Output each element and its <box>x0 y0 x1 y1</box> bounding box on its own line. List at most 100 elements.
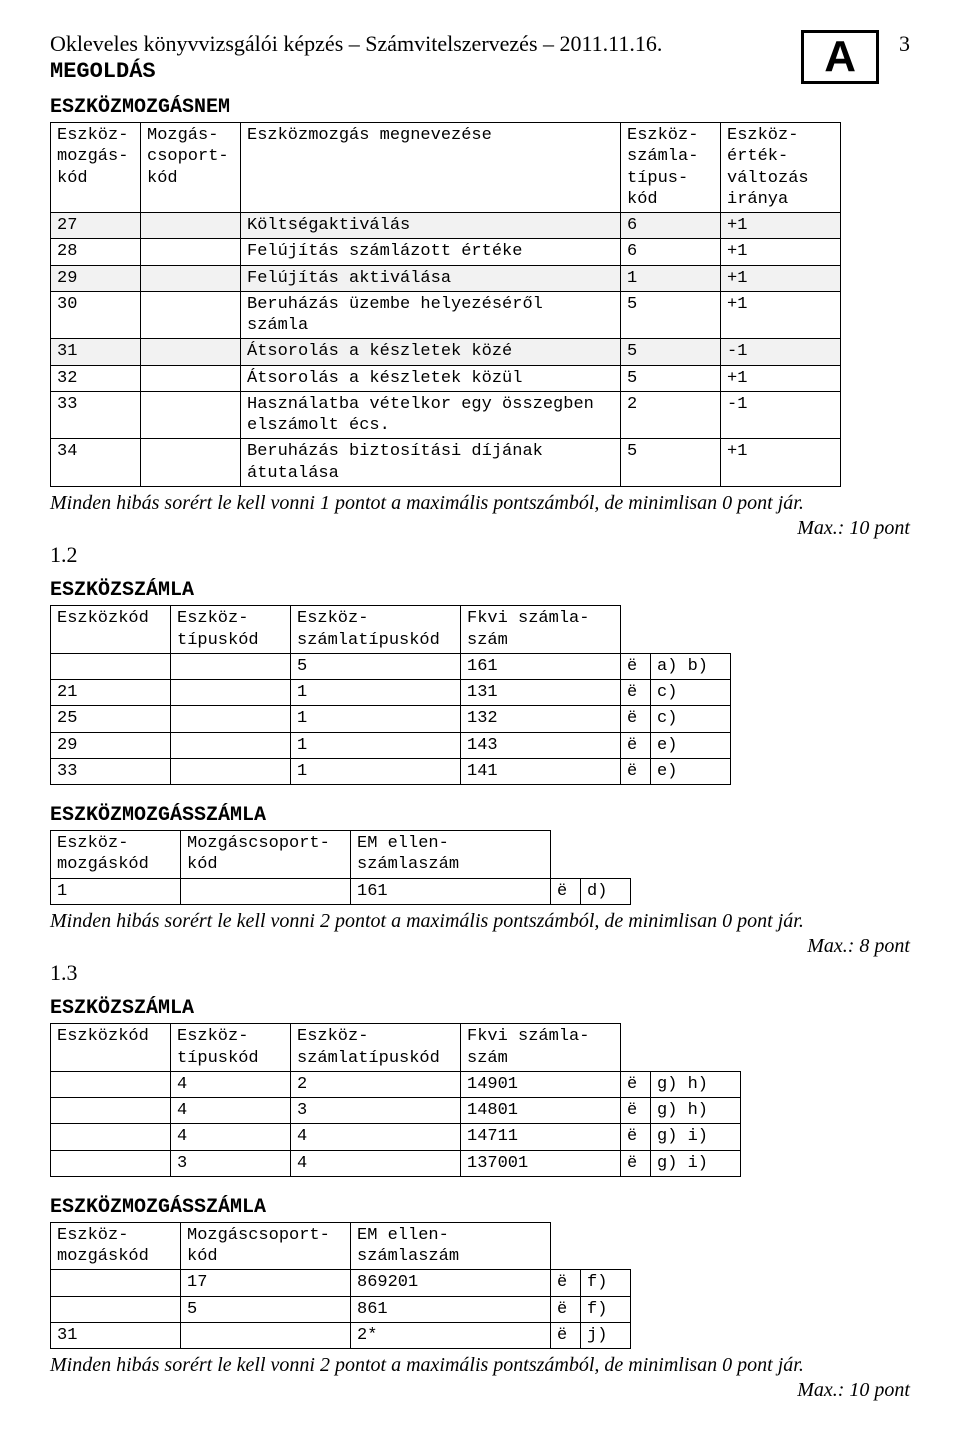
t5-h1: Mozgáscsoport-kód <box>181 1222 351 1270</box>
t4-c: ë <box>621 1071 651 1097</box>
t2-title: ESZKÖZSZÁMLA <box>50 578 910 603</box>
t4-c: ë <box>621 1150 651 1176</box>
t2-h0: Eszközkód <box>51 606 171 654</box>
t3-c: d) <box>581 878 631 904</box>
doc-title: Okleveles könyvvizsgálói képzés – Számvi… <box>50 30 787 58</box>
t1-c: +1 <box>721 213 841 239</box>
t3-note: Minden hibás sorért le kell vonni 2 pont… <box>50 909 910 934</box>
t2-c: 1 <box>291 732 461 758</box>
t4-c: 3 <box>171 1150 291 1176</box>
t1-c: 5 <box>621 365 721 391</box>
t1-c: 32 <box>51 365 141 391</box>
t1-row: 31Átsorolás a készletek közé5-1 <box>51 339 841 365</box>
t1-c: -1 <box>721 339 841 365</box>
t4-c: g) i) <box>651 1124 741 1150</box>
t1-c <box>141 365 241 391</box>
t3-c: 161 <box>351 878 551 904</box>
t2-c: 132 <box>461 706 621 732</box>
t4-c: g) h) <box>651 1098 741 1124</box>
t4-c: 4 <box>171 1124 291 1150</box>
t2-c: 161 <box>461 653 621 679</box>
t4-c <box>51 1124 171 1150</box>
t2-c: ë <box>621 680 651 706</box>
t3-h2: EM ellen-számlaszám <box>351 831 551 879</box>
t5-c: f) <box>581 1296 631 1322</box>
t1-c: Átsorolás a készletek közé <box>241 339 621 365</box>
t1-c: Költségaktiválás <box>241 213 621 239</box>
t5-h0: Eszköz-mozgáskód <box>51 1222 181 1270</box>
t3-c: ë <box>551 878 581 904</box>
t1-header-row: Eszköz-mozgás-kód Mozgás-csoport-kód Esz… <box>51 123 841 213</box>
t5-c: ë <box>551 1270 581 1296</box>
t1-c: 6 <box>621 239 721 265</box>
t5-header-row: Eszköz-mozgáskód Mozgáscsoport-kód EM el… <box>51 1222 631 1270</box>
t4-h1: Eszköz-típuskód <box>171 1024 291 1072</box>
t4-row: 4414711ëg) i) <box>51 1124 741 1150</box>
t2-h3: Fkvi számla-szám <box>461 606 621 654</box>
t5-row: 5861ëf) <box>51 1296 631 1322</box>
t2-c <box>51 653 171 679</box>
t1-c: 29 <box>51 265 141 291</box>
t4-c: 4 <box>291 1124 461 1150</box>
t4-c: 3 <box>291 1098 461 1124</box>
t3-row: 1 161ëd) <box>51 878 631 904</box>
t4-h0: Eszközkód <box>51 1024 171 1072</box>
t5-c: f) <box>581 1270 631 1296</box>
t4-c: 4 <box>171 1071 291 1097</box>
t1-c: 5 <box>621 439 721 487</box>
t4-title: ESZKÖZSZÁMLA <box>50 996 910 1021</box>
t4-c: g) i) <box>651 1150 741 1176</box>
t4-c: g) h) <box>651 1071 741 1097</box>
t3-title: ESZKÖZMOZGÁSSZÁMLA <box>50 803 910 828</box>
t5-c: j) <box>581 1322 631 1348</box>
t4-c <box>51 1150 171 1176</box>
t2-c: a) b) <box>651 653 731 679</box>
t1-c: Használatba vételkor egy összegben elszá… <box>241 391 621 439</box>
t1-c: 6 <box>621 213 721 239</box>
t2-c: ë <box>621 653 651 679</box>
page-header: Okleveles könyvvizsgálói képzés – Számvi… <box>50 30 910 85</box>
t3-c: 1 <box>51 878 181 904</box>
t2-c: 1 <box>291 706 461 732</box>
page-number: 3 <box>899 30 910 58</box>
t1-max: Max.: 10 pont <box>50 516 910 541</box>
t1-c: +1 <box>721 439 841 487</box>
t1-row: 33 Használatba vételkor egy összegben els… <box>51 391 841 439</box>
t1-c <box>141 339 241 365</box>
t5-c <box>51 1270 181 1296</box>
t1-c: +1 <box>721 239 841 265</box>
t2-secnum: 1.2 <box>50 541 910 569</box>
t1-c: Beruházás üzembe helyezéséről számla <box>241 291 621 339</box>
t4-c: 14801 <box>461 1098 621 1124</box>
t5-c: ë <box>551 1296 581 1322</box>
t1-c: 5 <box>621 339 721 365</box>
variant-box: A <box>801 30 879 84</box>
t5-row: 312*ëj) <box>51 1322 631 1348</box>
t1-c <box>141 265 241 291</box>
t5-c <box>51 1296 181 1322</box>
t1-row: 32Átsorolás a készletek közül5+1 <box>51 365 841 391</box>
t1-c <box>141 291 241 339</box>
t2-h1: Eszköz-típuskód <box>171 606 291 654</box>
t1-c <box>141 439 241 487</box>
t1-row: 34 Beruházás biztosítási díjának átutalás… <box>51 439 841 487</box>
t2-c: 5 <box>291 653 461 679</box>
t1-title: ESZKÖZMOZGÁSNEM <box>50 95 910 120</box>
t2-c: 21 <box>51 680 171 706</box>
t1-c <box>141 213 241 239</box>
t4-c <box>51 1098 171 1124</box>
t3-h0: Eszköz-mozgáskód <box>51 831 181 879</box>
t1-c: 33 <box>51 391 141 439</box>
t1-c <box>141 391 241 439</box>
t1-h3: Eszköz-számla-típus-kód <box>621 123 721 213</box>
t2-c <box>171 732 291 758</box>
t1-c: Beruházás biztosítási díjának átutalása <box>241 439 621 487</box>
t3-c <box>181 878 351 904</box>
t4-c: 137001 <box>461 1150 621 1176</box>
t2-c: 33 <box>51 758 171 784</box>
t1-note: Minden hibás sorért le kell vonni 1 pont… <box>50 491 910 516</box>
t1-c: 34 <box>51 439 141 487</box>
t4-c: 14901 <box>461 1071 621 1097</box>
t1-c: +1 <box>721 265 841 291</box>
t1-c: 2 <box>621 391 721 439</box>
